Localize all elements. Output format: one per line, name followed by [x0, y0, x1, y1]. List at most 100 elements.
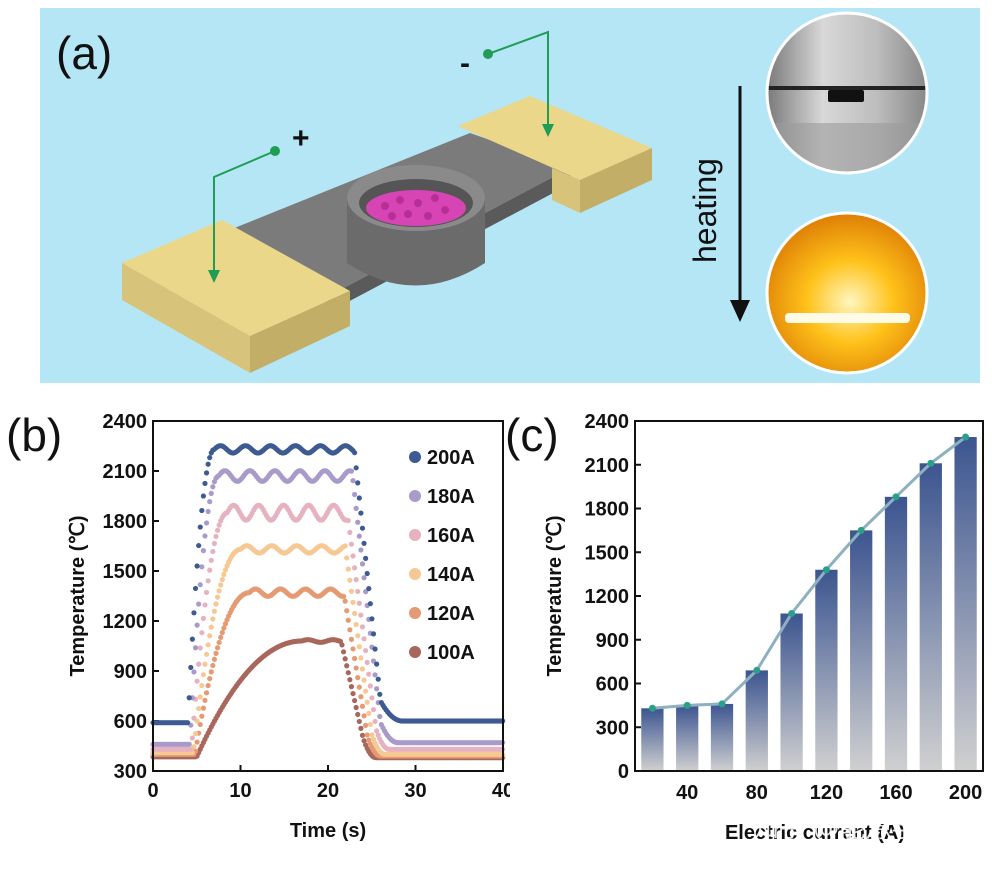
- chart-b-point: [192, 585, 199, 592]
- chart-b-point: [369, 695, 375, 701]
- chart-b-point: [222, 567, 229, 573]
- chart-b-point: [194, 622, 200, 628]
- chart-c-bar: [745, 670, 768, 771]
- chart-b-point: [358, 694, 364, 700]
- right-electrode-top: [458, 96, 652, 180]
- chart-b-point: [211, 540, 218, 547]
- chart-b-point: [358, 725, 364, 731]
- chart-b-point: [356, 495, 362, 501]
- chart-b-point: [213, 533, 219, 540]
- chart-b-point: [203, 690, 210, 696]
- chart-c-ytick-label: 300: [596, 717, 629, 739]
- temperature-current-chart: 40 80 120 160 200 0 300 600 900 1200 1500 1800 2100 2…: [544, 411, 984, 844]
- chart-b-point: [200, 615, 206, 621]
- chart-b-point: [355, 711, 361, 718]
- chart-b-point: [345, 566, 351, 572]
- legend-label-140A: 140A: [427, 564, 475, 586]
- legend-marker-140A: [409, 568, 421, 580]
- chart-b-point: [366, 710, 372, 716]
- chart-c-point: [718, 700, 726, 708]
- positive-wire: [213, 150, 276, 276]
- panel-c-label: (c): [505, 409, 559, 461]
- chart-b-point: [367, 721, 373, 728]
- chart-b-ytick-label: 1200: [103, 611, 148, 633]
- chart-b-point: [350, 553, 356, 559]
- chart-b-point: [202, 533, 208, 539]
- legend-marker-100A: [409, 646, 421, 658]
- chart-b-point: [191, 715, 197, 721]
- chart-b-point: [355, 675, 361, 681]
- chart-b-point: [221, 625, 227, 631]
- chart-b-point: [348, 684, 355, 690]
- chart-b-point: [364, 659, 370, 665]
- chart-b-point: [361, 738, 367, 744]
- chart-b-point: [192, 730, 199, 737]
- chart-b-point: [361, 575, 367, 581]
- chart-b-point: [203, 589, 210, 596]
- chart-b-xtick-label: 10: [229, 780, 251, 802]
- panel-b-label: (b): [6, 409, 63, 461]
- chart-b-point: [359, 666, 366, 672]
- chart-b-point: [344, 663, 350, 669]
- chart-c-ytick-label: 600: [596, 674, 629, 696]
- chart-b-point: [197, 524, 203, 530]
- chart-b-point: [353, 505, 359, 511]
- chart-b-point: [361, 636, 367, 642]
- chart-b-point: [211, 608, 218, 614]
- chart-b-point: [355, 633, 361, 639]
- chart-b-xtick-label: 20: [317, 780, 339, 802]
- chart-b-point: [216, 522, 222, 528]
- positive-terminal: [270, 146, 280, 156]
- chart-b-series-180A: [150, 468, 506, 747]
- chart-c-ytick-label: 1500: [585, 542, 630, 564]
- chart-c-bar: [641, 708, 664, 771]
- chart-b-ytick-label: 2100: [103, 461, 148, 483]
- chart-b-point: [207, 567, 213, 573]
- legend-label-120A: 120A: [427, 603, 475, 625]
- chart-b-point: [214, 594, 221, 600]
- chart-b-point: [203, 651, 210, 657]
- chart-b-point: [207, 454, 213, 461]
- chart-c-point: [857, 526, 865, 534]
- chart-b-point: [348, 636, 355, 642]
- schematic-panel: + - heating (a): [40, 8, 980, 383]
- chart-b-ytick-label: 300: [114, 761, 147, 783]
- chart-b-point: [200, 672, 206, 678]
- chart-b-point: [207, 675, 213, 682]
- chart-b-point: [364, 570, 370, 577]
- chart-b-xlabel: Time (s): [290, 820, 366, 842]
- chart-b-point: [353, 621, 359, 628]
- chart-b-point: [194, 678, 200, 684]
- chart-b-point: [355, 480, 361, 486]
- chart-b-point: [194, 563, 200, 569]
- chart-b-point: [372, 646, 378, 652]
- chart-b-series-140A: [150, 543, 506, 757]
- chart-b-point: [191, 669, 197, 675]
- chart-c-ytick-label: 0: [618, 761, 629, 783]
- chart-b-point: [199, 630, 205, 636]
- chart-b-point: [352, 655, 358, 662]
- chart-b-point: [374, 728, 380, 734]
- heating-label: heating: [687, 158, 723, 263]
- chart-b-point: [221, 571, 227, 578]
- chart-b-point: [375, 676, 381, 682]
- chart-b-frame: [152, 420, 504, 772]
- chart-c-ytick-label: 2400: [585, 411, 630, 433]
- watermark: 知乎 @能源学人: [753, 814, 943, 844]
- chart-b-point: [199, 564, 205, 570]
- chart-b-point: [347, 529, 353, 535]
- photo-during-heating: [767, 213, 927, 373]
- chart-b-point: [211, 656, 218, 662]
- chart-b-series-200A: [150, 443, 506, 726]
- chart-b-point: [202, 661, 208, 667]
- chart-b-point: [350, 599, 356, 605]
- chart-b-point: [197, 694, 203, 700]
- chart-b-point: [208, 557, 214, 563]
- chart-b-legend: 200A 180A 160A 140A 120A 100A: [409, 447, 475, 664]
- chart-b-point: [219, 576, 225, 583]
- chart-b-point: [216, 588, 222, 594]
- chart-b-point: [359, 561, 366, 567]
- chart-b-point: [363, 722, 369, 728]
- chart-c-point: [822, 566, 830, 574]
- chart-b-point: [197, 582, 203, 588]
